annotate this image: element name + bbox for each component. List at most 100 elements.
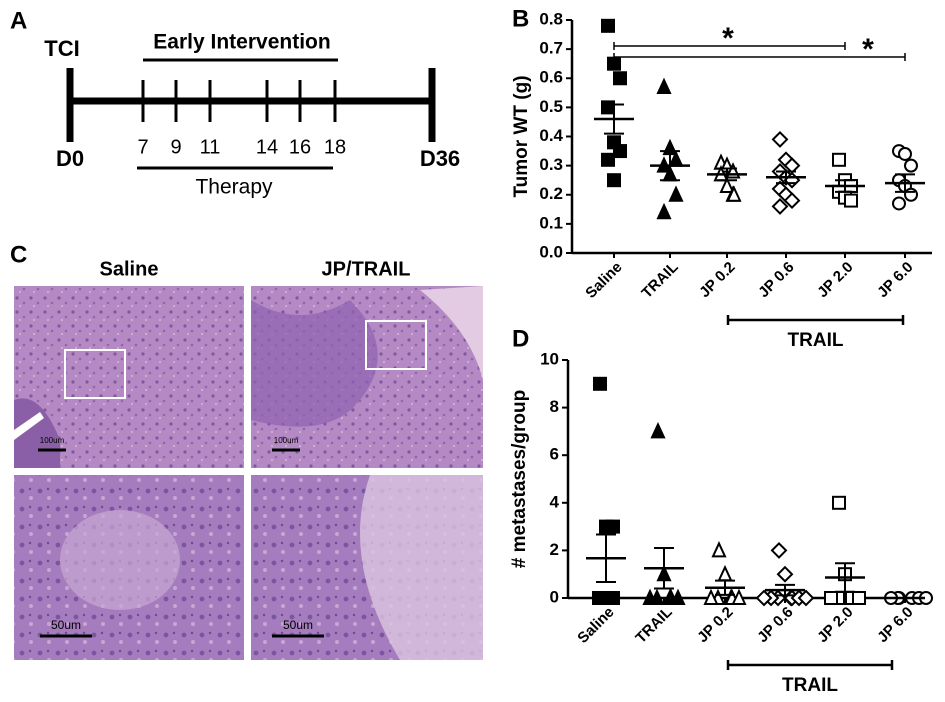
y-tick-label: 0.3	[539, 155, 563, 174]
scale-label: 50um	[51, 618, 81, 632]
data-point	[824, 591, 838, 605]
data-point	[776, 565, 794, 583]
data-point	[670, 588, 686, 605]
data-point	[601, 100, 615, 115]
data-point	[601, 152, 615, 167]
data-point	[904, 187, 918, 202]
y-tick-label: 4	[550, 492, 560, 511]
panel-label: C	[10, 241, 27, 268]
data-point	[656, 77, 672, 94]
data-point	[719, 176, 735, 194]
x-tick-label: JP 6.0	[874, 259, 917, 302]
inset-box	[64, 349, 126, 399]
x-tick-label: JP 0.6	[755, 259, 798, 302]
data-point	[593, 376, 607, 391]
y-tick-label: 0.6	[539, 68, 563, 87]
panel-label: A	[10, 7, 27, 34]
day-label: 18	[324, 136, 346, 158]
y-tick-label: 0.5	[539, 97, 563, 116]
start-label: TCI	[44, 36, 79, 61]
scale-label: 100um	[274, 436, 299, 445]
x-tick-label: JP 0.6	[754, 604, 797, 647]
x-tick-label: JP 2.0	[814, 259, 857, 302]
data-point	[606, 519, 620, 534]
timeline	[66, 58, 436, 170]
y-tick-label: 10	[540, 349, 559, 368]
data-point	[892, 196, 906, 211]
x-tick-label: TRAIL	[632, 604, 675, 647]
tissue-gap	[14, 412, 44, 440]
panel-label: B	[512, 5, 529, 32]
y-axis-label: # metastases/group	[509, 390, 530, 568]
early-label: Early Intervention	[153, 31, 330, 54]
panel-label: D	[512, 325, 529, 352]
data-point	[904, 158, 918, 173]
y-tick-label: 0.1	[539, 213, 563, 232]
data-point	[844, 193, 858, 208]
data-point	[771, 130, 789, 148]
day-ticks: 7 9 11 14 16 18	[137, 80, 346, 158]
y-tick-label: 2	[550, 540, 559, 559]
data-point	[731, 588, 747, 605]
x-tick-label: JP 6.0	[874, 604, 917, 647]
data-point	[898, 146, 912, 161]
data-point	[797, 589, 815, 607]
day-label: 14	[256, 136, 278, 158]
data-point	[717, 564, 733, 582]
start-day: D0	[56, 146, 84, 171]
data-point	[650, 422, 666, 439]
tissue-region	[420, 286, 483, 380]
inset-box	[365, 320, 427, 370]
y-tick-label: 6	[550, 445, 559, 464]
data-point	[852, 591, 866, 605]
scale-label: 50um	[283, 618, 313, 632]
significance-label: *	[722, 22, 734, 55]
x-tick-label: TRAIL	[638, 259, 681, 302]
data-point	[771, 197, 789, 215]
data-point	[783, 192, 801, 209]
column-title: JP/TRAIL	[322, 258, 411, 280]
data-point	[832, 495, 846, 510]
day-label: 16	[289, 136, 311, 158]
y-tick-label: 0.8	[539, 9, 563, 28]
data-point	[642, 588, 658, 605]
data-point	[770, 541, 788, 559]
data-point	[656, 202, 672, 220]
day-label: 11	[200, 136, 221, 158]
x-tick-label: JP 0.2	[696, 259, 739, 302]
y-tick-label: 8	[550, 397, 559, 416]
group-label: TRAIL	[782, 675, 838, 696]
data-point	[601, 18, 615, 33]
data-point	[832, 152, 846, 167]
data-point	[668, 185, 684, 202]
therapy-label: Therapy	[195, 176, 273, 199]
scale-label: 100um	[40, 436, 65, 445]
significance-label: *	[862, 33, 874, 66]
data-point	[613, 71, 627, 86]
data-point	[592, 591, 606, 605]
end-day: D36	[420, 146, 460, 171]
tissue-region	[360, 475, 483, 660]
x-tick-label: JP 0.2	[694, 604, 737, 647]
data-point	[606, 591, 620, 605]
tissue-region	[60, 510, 180, 610]
y-tick-label: 0.0	[539, 242, 563, 261]
x-tick-label: Saline	[582, 259, 625, 302]
data-point	[755, 589, 773, 607]
group-label: TRAIL	[788, 330, 844, 351]
day-label: 7	[137, 136, 148, 158]
data-point	[726, 185, 742, 202]
data-point	[703, 588, 719, 605]
data-point	[711, 541, 727, 558]
y-tick-label: 0.7	[539, 39, 563, 58]
tissue-region	[251, 300, 378, 427]
y-axis-label: Tumor WT (g)	[511, 75, 532, 197]
y-tick-label: 0.2	[539, 184, 563, 203]
y-tick-label: 0	[550, 587, 559, 606]
x-tick-label: Saline	[574, 604, 617, 647]
data-point	[607, 173, 621, 188]
column-title: Saline	[100, 258, 159, 280]
data-point	[613, 144, 627, 159]
day-label: 9	[170, 136, 181, 158]
